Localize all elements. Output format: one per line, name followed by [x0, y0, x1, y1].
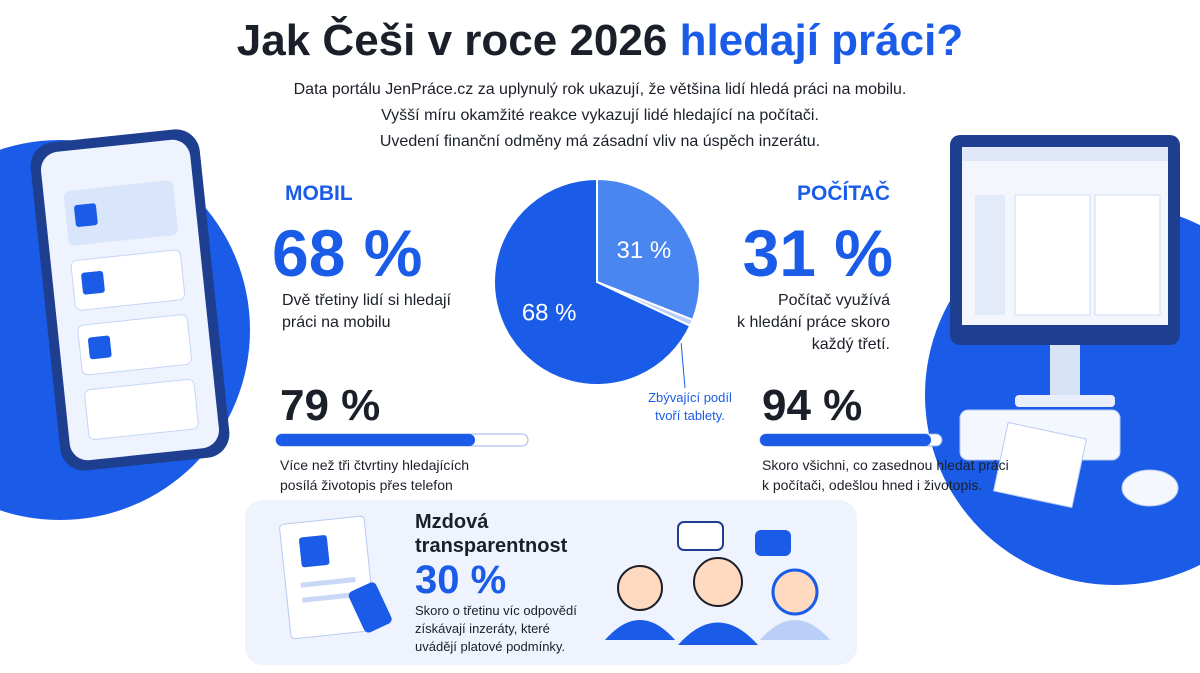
title-highlight: hledají práci? — [680, 16, 964, 65]
pie-annotation: Zbývající podíl — [648, 390, 732, 405]
computer-stat: 94 % — [762, 381, 862, 430]
mobile-stat-description: Více než tři čtvrtiny hledajících — [280, 457, 469, 473]
mobile-description: Dvě třetiny lidí si hledají — [282, 292, 452, 309]
wage-description: získávají inzeráty, které — [415, 621, 550, 636]
computer-label: POČÍTAČ — [797, 181, 890, 205]
wage-title: Mzdová — [415, 511, 489, 533]
mobile-description: práci na mobilu — [282, 314, 391, 331]
wage-title: transparentnost — [415, 535, 568, 557]
computer-description: k hledání práce skoro — [737, 314, 890, 331]
wage-value: 30 % — [415, 558, 506, 602]
pie-slice — [493, 177, 692, 386]
intro-line: Vyšší míru okamžité reakce vykazují lidé… — [381, 107, 819, 124]
computer-stat-description: k počítači, odešlou hned i životopis. — [762, 477, 982, 493]
progress-bar — [276, 434, 476, 446]
mobile-stat: 79 % — [280, 381, 380, 430]
mobile-stat-description: posílá životopis přes telefon — [280, 477, 453, 493]
computer-share: 31 % — [743, 216, 893, 290]
pie-label: 68 % — [522, 299, 577, 326]
intro-line: Uvedení finanční odměny má zásadní vliv … — [380, 133, 820, 150]
computer-description: každý třetí. — [812, 336, 890, 353]
wage-description: uvádějí platové podmínky. — [415, 639, 565, 654]
wage-description: Skoro o třetinu víc odpovědí — [415, 603, 577, 618]
people-illustration — [605, 521, 830, 645]
phone-illustration — [30, 129, 230, 471]
mobile-label: MOBIL — [285, 182, 353, 205]
progress-bar — [760, 434, 932, 446]
pie-slice — [596, 177, 701, 322]
pie-annotation: tvoří tablety. — [655, 408, 725, 423]
computer-description: Počítač využívá — [778, 292, 890, 309]
title-start: Jak Češi v roce 2026 — [237, 14, 668, 65]
pie-label: 31 % — [617, 237, 672, 264]
title: Jak Češi v roce 2026 hledají práci? — [237, 14, 963, 65]
computer-illustration — [950, 135, 1180, 509]
intro-line: Data portálu JenPráce.cz za uplynulý rok… — [294, 81, 907, 98]
document-illustration — [279, 515, 392, 640]
computer-stat-description: Skoro všichni, co zasednou hledat práci — [762, 457, 1009, 473]
mobile-share: 68 % — [272, 216, 422, 290]
